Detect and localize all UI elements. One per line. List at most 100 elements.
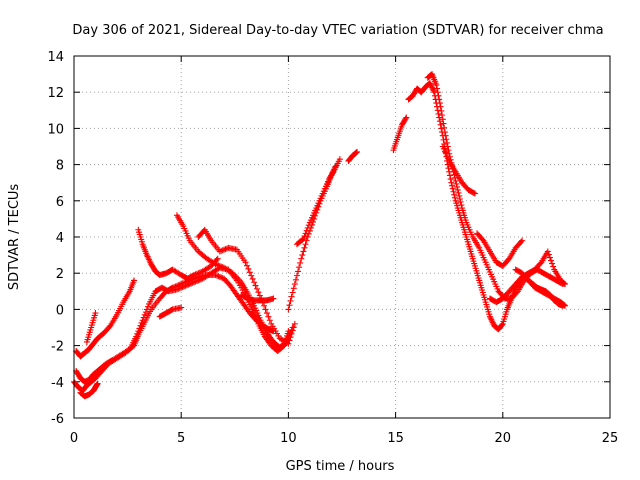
data-point — [304, 234, 311, 240]
data-point — [329, 170, 336, 177]
data-point — [288, 330, 295, 337]
data-point — [140, 314, 147, 321]
data-point — [193, 278, 200, 285]
data-point — [216, 273, 223, 280]
plot-frame — [73, 55, 611, 419]
y-tick-label: 8 — [56, 159, 64, 174]
data-point — [94, 380, 101, 387]
data-point — [219, 247, 226, 254]
data-point — [133, 333, 140, 340]
data-point — [92, 310, 99, 317]
data-point — [434, 89, 441, 96]
data-point — [545, 251, 552, 258]
y-tick-label: 12 — [47, 86, 64, 101]
data-point — [456, 195, 463, 202]
data-point — [446, 172, 453, 179]
data-point — [354, 148, 361, 155]
data-point — [189, 279, 196, 286]
x-axis-label: GPS time / hours — [286, 459, 395, 474]
data-point — [471, 190, 478, 197]
data-point — [513, 289, 520, 296]
data-point — [141, 311, 148, 318]
data-point — [454, 183, 461, 190]
data-point — [549, 260, 556, 267]
data-point — [305, 230, 312, 237]
data-point — [195, 270, 202, 277]
data-point — [196, 269, 203, 276]
data-point — [437, 121, 444, 128]
data-point — [186, 281, 193, 288]
data-point — [438, 125, 445, 132]
y-tick-label: 0 — [56, 303, 64, 318]
data-point — [192, 278, 199, 285]
data-point — [456, 192, 463, 199]
data-point — [353, 149, 360, 156]
data-point — [288, 293, 295, 300]
data-point — [106, 323, 113, 330]
y-tick-label: 4 — [56, 231, 64, 246]
data-point — [437, 103, 444, 110]
data-point — [436, 96, 443, 103]
data-point — [336, 156, 343, 163]
data-point — [125, 347, 132, 354]
data-point — [222, 246, 229, 253]
data-point — [449, 185, 456, 192]
data-point — [451, 194, 458, 201]
data-point — [218, 274, 225, 281]
data-point — [221, 246, 228, 253]
data-point — [452, 177, 459, 184]
data-point — [457, 199, 464, 206]
data-point — [479, 236, 486, 243]
data-point — [191, 272, 198, 279]
y-tick-label: -2 — [51, 340, 64, 355]
x-tick-label: 20 — [495, 431, 512, 446]
series-track-r — [474, 230, 526, 269]
data-point — [298, 255, 305, 262]
data-point — [451, 191, 458, 198]
data-point — [290, 324, 297, 331]
series-track-f — [135, 226, 221, 282]
data-point — [178, 284, 185, 291]
series-track-g — [156, 304, 185, 320]
y-tick-label: -4 — [51, 376, 64, 391]
data-point — [435, 110, 442, 117]
data-point — [301, 244, 308, 251]
data-point — [131, 277, 138, 284]
data-point — [300, 248, 307, 255]
data-point — [218, 247, 225, 254]
data-point — [548, 257, 555, 264]
data-point — [216, 248, 223, 255]
data-point — [179, 284, 186, 291]
y-tick-label: 14 — [47, 50, 64, 65]
data-point — [505, 256, 512, 263]
data-point — [441, 129, 448, 136]
data-point — [245, 265, 252, 272]
data-point — [252, 282, 259, 289]
data-point — [138, 319, 145, 326]
data-point — [285, 306, 292, 313]
data-point — [447, 176, 454, 183]
x-tick-label: 15 — [387, 431, 404, 446]
data-point — [295, 268, 302, 275]
data-point — [215, 262, 222, 269]
data-point — [440, 136, 447, 143]
data-point — [261, 302, 268, 309]
grid-layer — [74, 56, 610, 418]
data-point — [303, 227, 310, 234]
data-point — [266, 317, 273, 324]
data-point — [434, 85, 441, 92]
data-point — [242, 259, 249, 266]
data-point — [450, 188, 457, 195]
data-point — [142, 309, 149, 316]
data-point — [213, 261, 220, 268]
data-point — [243, 262, 250, 269]
data-point — [546, 254, 553, 261]
data-point — [290, 285, 297, 292]
x-tick-label: 5 — [177, 431, 185, 446]
data-point — [249, 275, 256, 282]
data-point — [299, 236, 306, 243]
data-point — [248, 272, 255, 279]
data-point — [448, 179, 455, 186]
data-point — [136, 325, 143, 332]
